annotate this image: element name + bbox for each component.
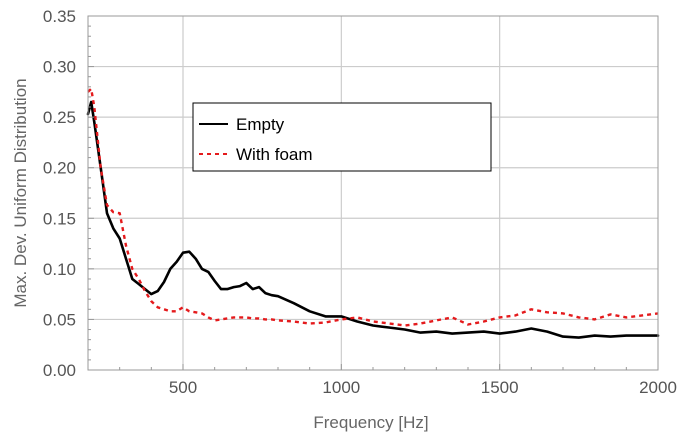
x-tick-label: 2000	[639, 378, 677, 397]
y-tick-label: 0.25	[43, 108, 76, 127]
y-tick-label: 0.30	[43, 58, 76, 77]
x-axis-label: Frequency [Hz]	[313, 413, 428, 432]
ticks	[88, 15, 659, 371]
series-group	[86, 87, 660, 339]
y-tick-label: 0.35	[43, 7, 76, 26]
legend-box	[192, 102, 492, 172]
legend-label-with-foam: With foam	[236, 145, 313, 164]
legend: Empty With foam	[192, 102, 492, 172]
series-line-empty	[86, 100, 660, 339]
tick-labels: 500 1000 1500 2000 0.00 0.05 0.10 0.15 0.20 0.25 0…	[43, 7, 677, 397]
y-axis-label: Max. Dev. Uniform Distribution	[11, 78, 30, 307]
y-tick-label: 0.20	[43, 159, 76, 178]
y-tick-label: 0.15	[43, 209, 76, 228]
x-tick-label: 500	[169, 378, 197, 397]
y-tick-label: 0.00	[43, 361, 76, 380]
x-tick-label: 1500	[481, 378, 519, 397]
series-line-with-foam	[87, 87, 659, 327]
x-tick-label: 1000	[322, 378, 360, 397]
y-tick-label: 0.05	[43, 310, 76, 329]
plot-background	[88, 16, 658, 370]
grid	[88, 16, 658, 370]
legend-label-empty: Empty	[236, 115, 285, 134]
y-tick-label: 0.10	[43, 260, 76, 279]
